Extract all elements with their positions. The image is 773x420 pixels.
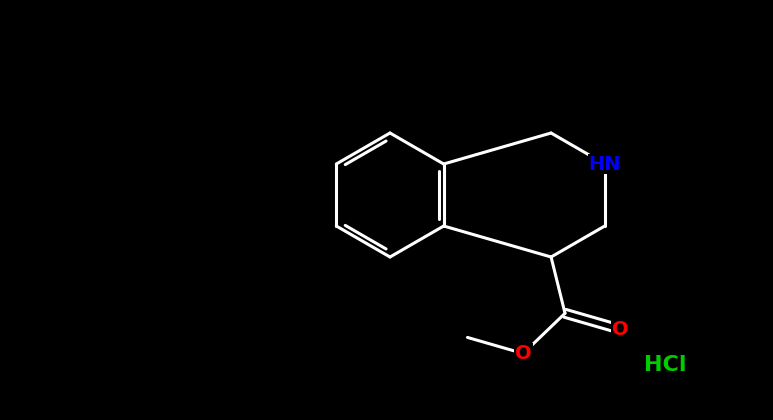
Text: HCl: HCl	[644, 355, 686, 375]
Text: O: O	[515, 344, 532, 363]
Text: HN: HN	[588, 155, 621, 173]
Text: O: O	[612, 320, 629, 339]
